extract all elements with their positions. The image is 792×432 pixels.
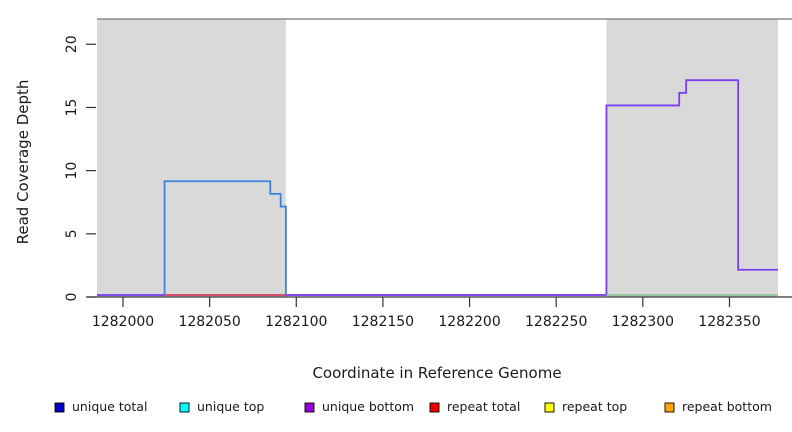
- series-line: [163, 180, 287, 295]
- x-tick-label: 1282350: [698, 314, 760, 330]
- x-tick-labels: 1282000 1282050 1282100 1282150 1282200 12822…: [92, 314, 761, 330]
- legend-swatch: [179, 402, 190, 413]
- shaded-regions: [97, 19, 778, 297]
- legend-swatch: [429, 402, 440, 413]
- x-tick-label: 1282250: [525, 314, 587, 330]
- y-tick-labels: 0 5 10 15 20: [64, 35, 80, 301]
- y-axis-title: Read Coverage Depth: [14, 80, 32, 245]
- shaded-region: [97, 19, 286, 297]
- y-axis-ticks: [86, 43, 96, 298]
- x-axis-title: Coordinate in Reference Genome: [312, 364, 561, 382]
- x-tick-label: 1282300: [612, 314, 674, 330]
- x-tick-label: 1282000: [92, 314, 154, 330]
- y-tick-label: 15: [64, 99, 80, 117]
- x-axis: [87, 296, 792, 307]
- legend-label: repeat top: [562, 399, 627, 414]
- x-tick-label: 1282200: [438, 314, 500, 330]
- y-tick-label: 0: [64, 293, 80, 302]
- legend-swatch: [664, 402, 675, 413]
- x-tick-label: 1282050: [178, 314, 240, 330]
- legend-label: repeat total: [447, 399, 520, 414]
- legend: unique total unique top unique bottom repea…: [54, 399, 772, 414]
- series-line: [97, 79, 778, 296]
- shaded-region: [606, 19, 778, 297]
- legend-label: unique top: [197, 399, 264, 414]
- legend-swatch: [544, 402, 555, 413]
- legend-label: unique total: [72, 399, 147, 414]
- legend-swatch: [304, 402, 315, 413]
- legend-label: repeat bottom: [682, 399, 772, 414]
- y-tick-label: 20: [64, 35, 80, 53]
- x-tick-label: 1282100: [265, 314, 327, 330]
- data-series: [97, 79, 778, 296]
- legend-swatch: [54, 402, 65, 413]
- y-tick-label: 10: [64, 162, 80, 180]
- legend-label: unique bottom: [322, 399, 414, 414]
- x-tick-label: 1282150: [352, 314, 414, 330]
- y-tick-label: 5: [64, 229, 80, 238]
